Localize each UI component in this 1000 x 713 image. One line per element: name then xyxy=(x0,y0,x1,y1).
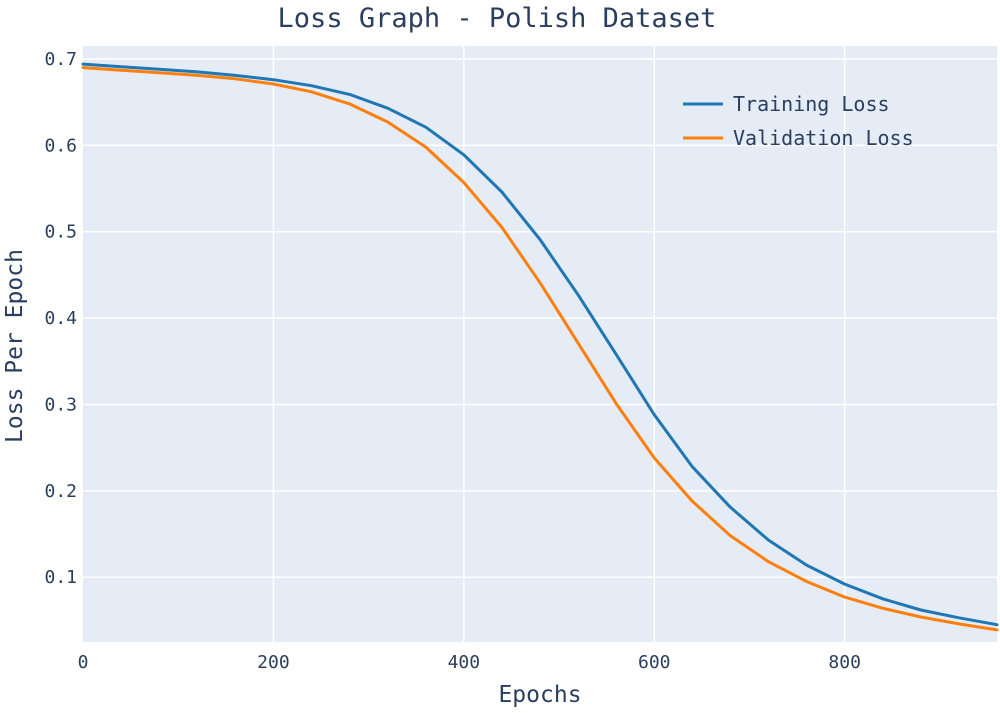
y-tick-label: 0.4 xyxy=(44,308,77,329)
x-tick-label: 0 xyxy=(78,652,89,673)
gridlines xyxy=(83,46,997,642)
series-line-validation-loss xyxy=(81,66,999,632)
y-tick-label: 0.7 xyxy=(44,49,77,70)
legend[interactable]: Training Loss Validation Loss xyxy=(683,92,914,150)
x-tick-label: 400 xyxy=(448,652,481,673)
chart-title: Loss Graph - Polish Dataset xyxy=(278,3,717,34)
x-axis-label: Epochs xyxy=(498,682,581,708)
y-axis-label: Loss Per Epoch xyxy=(2,249,28,443)
y-tick-label: 0.2 xyxy=(44,481,77,502)
x-tick-label: 800 xyxy=(828,652,861,673)
legend-label: Validation Loss xyxy=(733,126,914,150)
y-tick-label: 0.6 xyxy=(44,135,77,156)
x-tick-label: 200 xyxy=(257,652,290,673)
y-tick-label: 0.5 xyxy=(44,222,77,243)
series-line-training-loss xyxy=(81,62,999,627)
y-tick-label: 0.1 xyxy=(44,567,77,588)
y-tick-label: 0.3 xyxy=(44,394,77,415)
legend-item-training-loss[interactable]: Training Loss xyxy=(683,92,890,116)
tick-labels: 0 200 400 600 800 0.1 0.2 0.3 0.4 0.5 0.6 0.7 xyxy=(44,49,860,673)
x-tick-label: 600 xyxy=(638,652,671,673)
series-lines xyxy=(81,62,999,632)
legend-item-validation-loss[interactable]: Validation Loss xyxy=(683,126,914,150)
legend-label: Training Loss xyxy=(733,92,890,116)
